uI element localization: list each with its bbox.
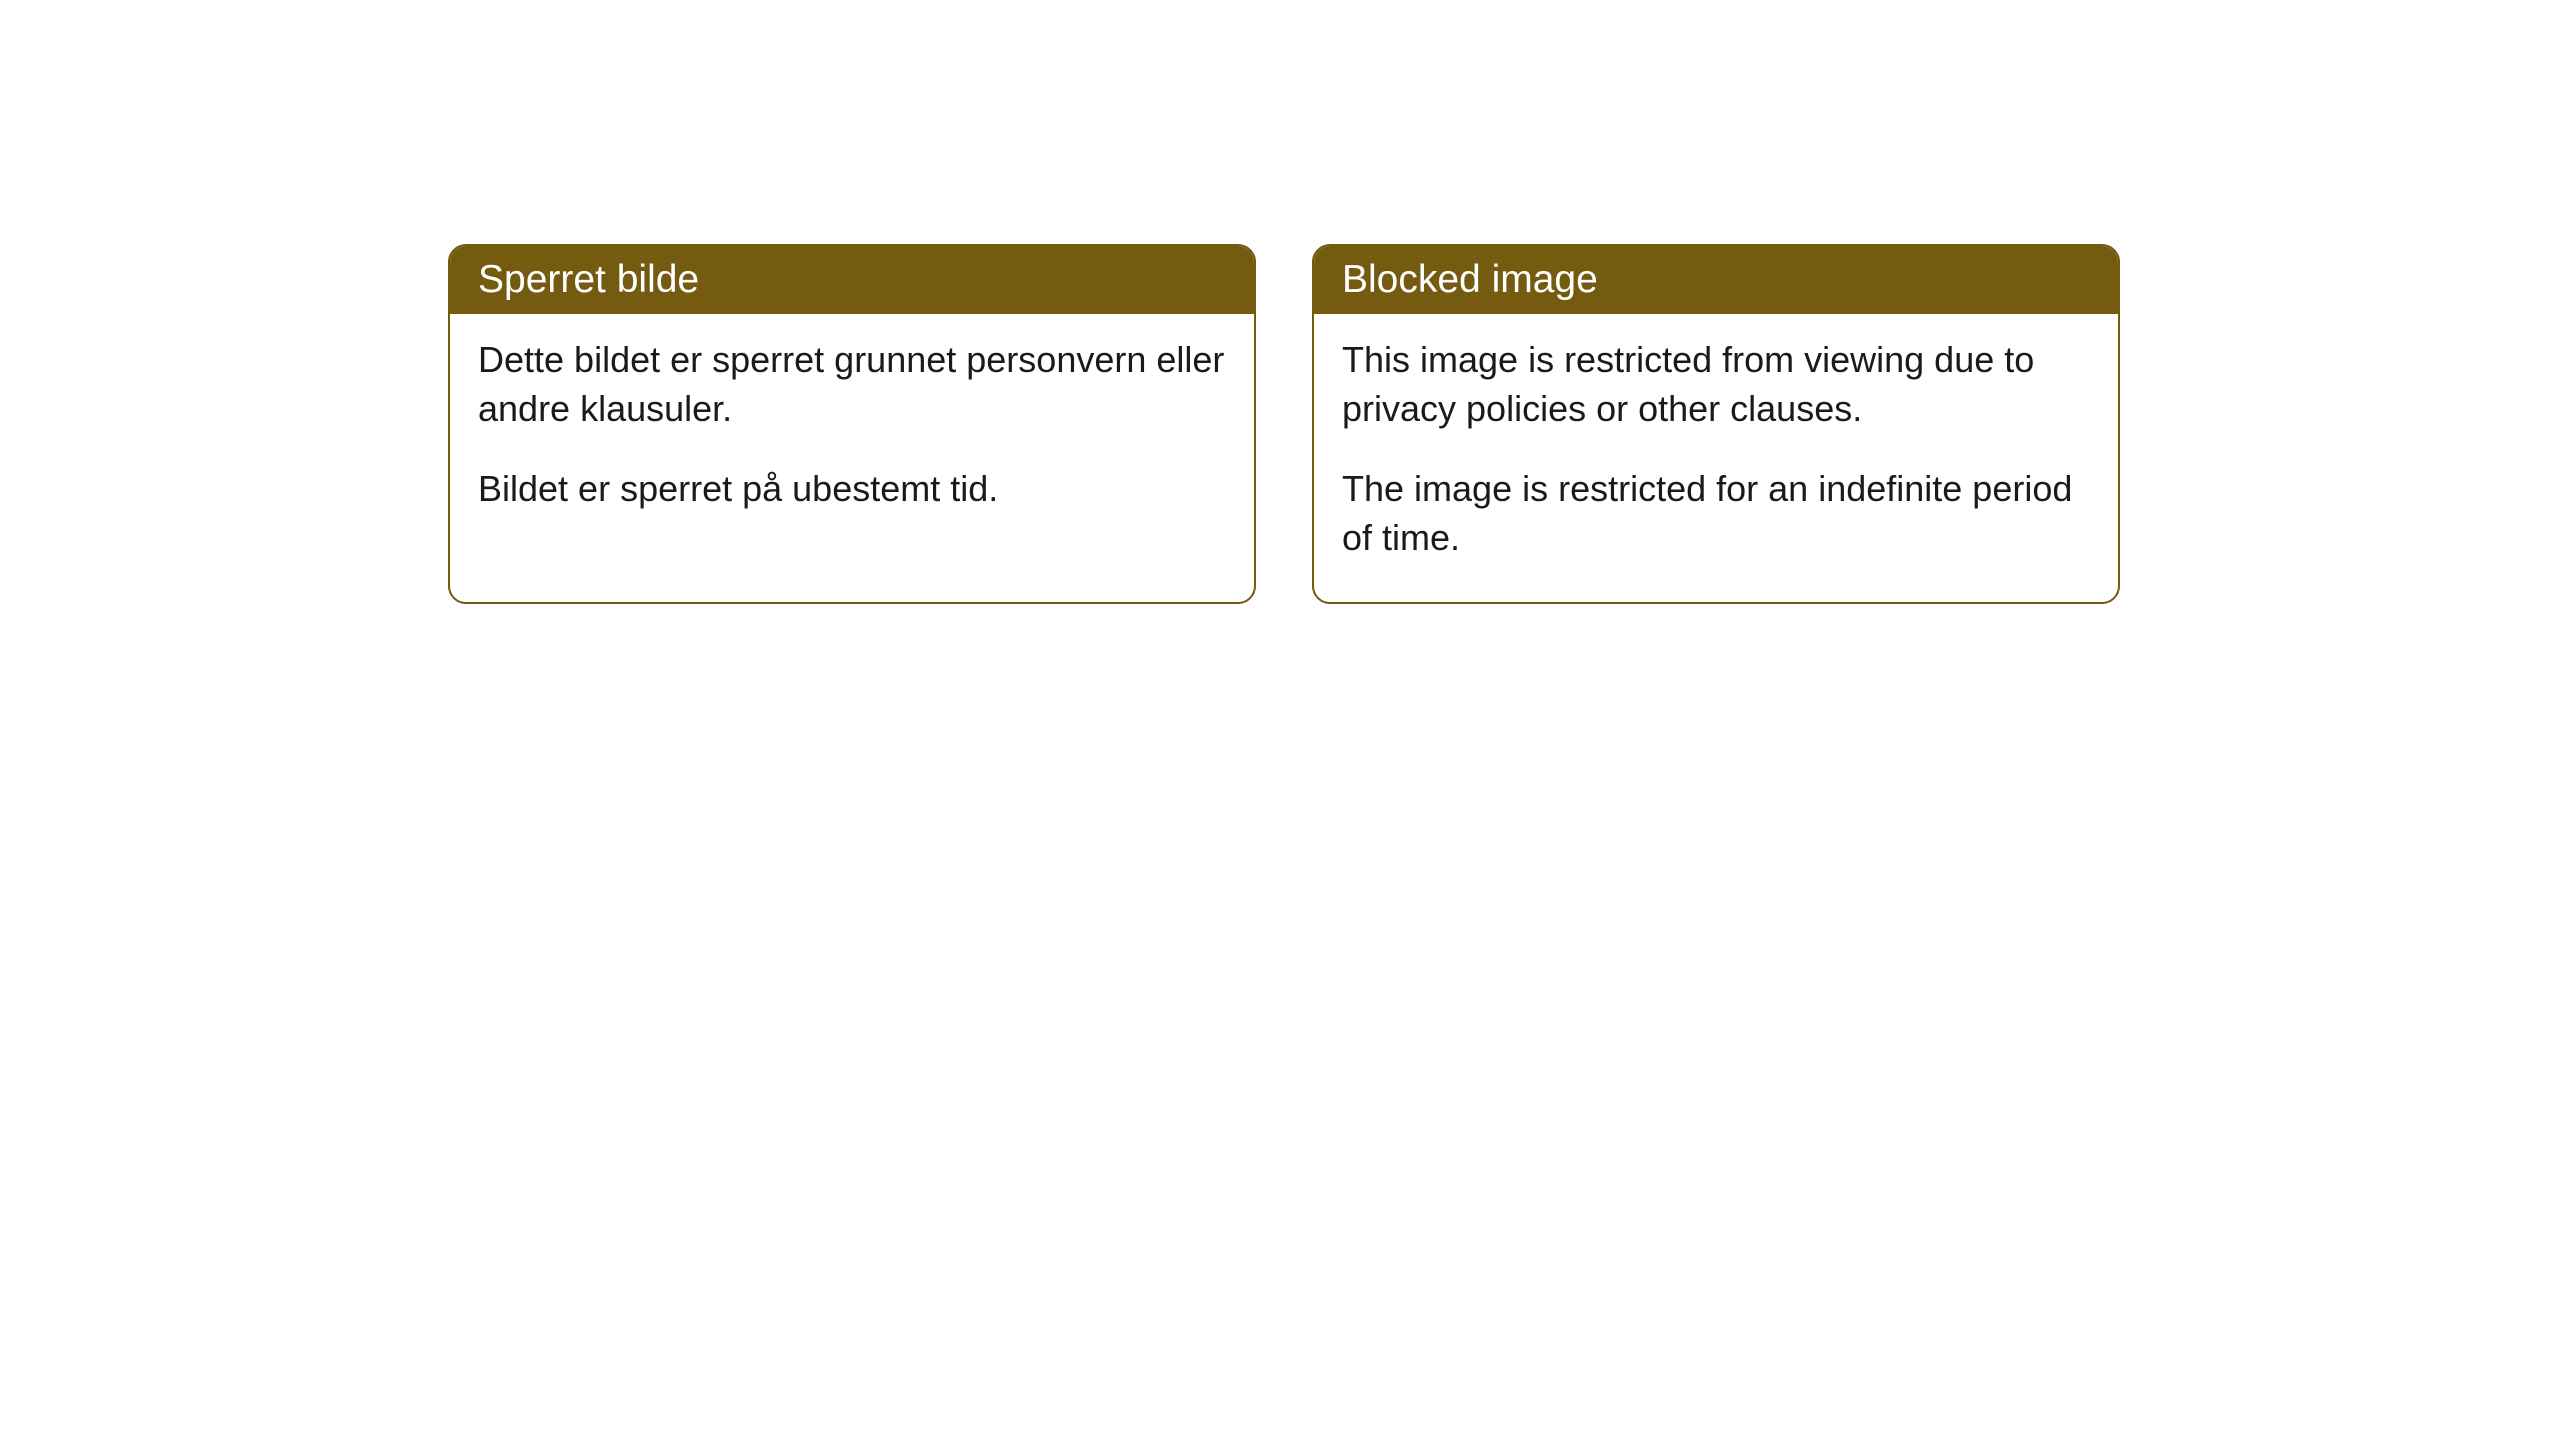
card-header: Sperret bilde — [450, 246, 1254, 314]
card-title: Sperret bilde — [478, 258, 699, 301]
body-paragraph-2: The image is restricted for an indefinit… — [1342, 465, 2090, 562]
body-paragraph-2: Bildet er sperret på ubestemt tid. — [478, 465, 1226, 514]
info-cards-container: Sperret bilde Dette bildet er sperret gr… — [448, 244, 2120, 604]
body-paragraph-1: Dette bildet er sperret grunnet personve… — [478, 336, 1226, 433]
card-body: This image is restricted from viewing du… — [1314, 314, 2118, 602]
card-header: Blocked image — [1314, 246, 2118, 314]
card-body: Dette bildet er sperret grunnet personve… — [450, 314, 1254, 554]
card-title: Blocked image — [1342, 258, 1598, 301]
body-paragraph-1: This image is restricted from viewing du… — [1342, 336, 2090, 433]
blocked-image-card-english: Blocked image This image is restricted f… — [1312, 244, 2120, 604]
blocked-image-card-norwegian: Sperret bilde Dette bildet er sperret gr… — [448, 244, 1256, 604]
